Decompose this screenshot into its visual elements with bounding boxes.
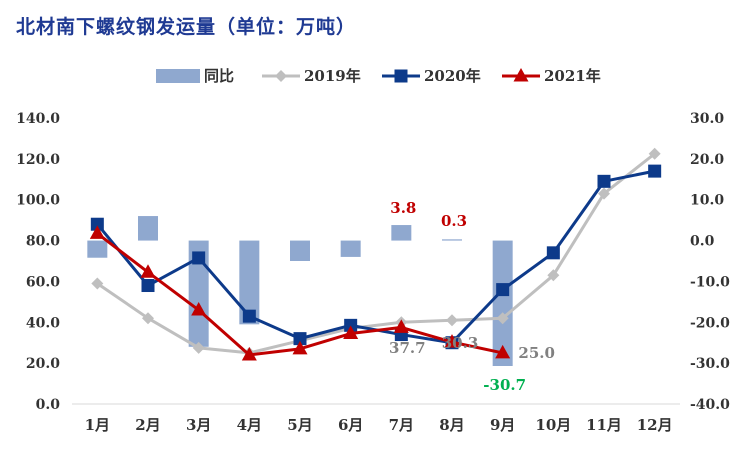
chart-title: 北材南下螺纹钢发运量（单位：万吨）	[16, 16, 357, 38]
legend-marker	[275, 70, 287, 82]
data-point	[91, 277, 104, 290]
right-axis-tick-label: -10.0	[690, 274, 730, 290]
x-axis-tick-label: 5月	[287, 416, 312, 434]
x-axis-tick-label: 2月	[135, 416, 160, 434]
data-point	[191, 302, 207, 316]
data-point	[393, 319, 409, 333]
data-point	[496, 312, 509, 325]
data-label: 25.0	[518, 344, 555, 362]
x-axis-tick-label: 3月	[186, 416, 211, 434]
data-point	[444, 334, 460, 348]
data-label: -30.7	[483, 376, 526, 394]
legend-item: 2020年	[382, 67, 481, 85]
bar	[340, 240, 361, 257]
data-point	[90, 217, 104, 231]
data-point	[648, 164, 662, 178]
data-point	[142, 312, 154, 325]
left-axis-tick-label: 80.0	[26, 234, 60, 250]
right-axis-tick-label: -30.0	[690, 356, 730, 372]
data-label: 0.3	[441, 212, 467, 230]
legend-marker	[513, 68, 529, 82]
left-axis-tick-label: 40.0	[26, 315, 60, 331]
bar	[239, 240, 260, 325]
data-point	[597, 174, 611, 188]
x-axis-tick-label: 1月	[85, 416, 110, 434]
bar	[87, 240, 108, 258]
bar-series	[87, 216, 513, 367]
bar	[290, 240, 310, 261]
bar	[442, 239, 462, 241]
bar	[391, 225, 412, 241]
data-point	[598, 187, 610, 200]
data-point	[192, 341, 205, 354]
right-axis-tick-label: 10.0	[690, 193, 724, 209]
left-axis-tick-label: 120.0	[16, 152, 60, 168]
line-series	[89, 147, 662, 361]
data-point	[546, 246, 560, 260]
right-axis-tick-label: 20.0	[690, 152, 724, 168]
axes: 0.0 20.0 40.0 60.0 80.0 100.0 120.0 140.0 -40.0 -…	[16, 111, 730, 434]
data-point	[242, 309, 256, 323]
series-2020年	[90, 164, 662, 350]
legend-label: 2021年	[544, 67, 601, 85]
annotations: 3.8 0.3 37.7 30.3 25.0 -30.7	[389, 199, 555, 394]
data-label: 30.3	[442, 334, 479, 352]
x-axis-tick-label: 11月	[586, 416, 622, 434]
legend: 同比 2019年 2020年 2021年	[156, 67, 601, 85]
right-axis-tick-label: 0.0	[690, 234, 715, 250]
right-axis-tick-label: 30.0	[690, 111, 724, 127]
data-label: 37.7	[389, 339, 426, 357]
legend-swatch	[156, 69, 200, 83]
legend-item: 同比	[156, 67, 234, 85]
legend-item: 2021年	[502, 67, 601, 85]
bar	[138, 216, 158, 241]
x-axis-tick-label: 8月	[439, 416, 464, 434]
left-axis-tick-label: 0.0	[36, 397, 61, 413]
data-point	[192, 251, 206, 265]
right-axis-tick-label: -40.0	[690, 397, 730, 413]
legend-item: 2019年	[262, 67, 361, 85]
right-axis-tick-label: -20.0	[690, 315, 730, 331]
data-point	[292, 340, 308, 355]
left-axis-tick-label: 20.0	[26, 356, 60, 372]
legend-label: 2019年	[304, 67, 361, 85]
series-line	[96, 152, 656, 355]
legend-label: 2020年	[424, 67, 481, 85]
data-point	[495, 344, 511, 359]
legend-label: 同比	[204, 67, 234, 85]
bar	[492, 240, 513, 367]
series-2019年	[91, 147, 661, 359]
x-axis-tick-label: 12月	[637, 416, 673, 434]
data-point	[344, 318, 358, 332]
left-axis-tick-label: 100.0	[16, 193, 60, 209]
x-axis-tick-label: 4月	[237, 416, 262, 434]
x-axis-tick-label: 6月	[338, 416, 363, 434]
data-point	[293, 332, 307, 346]
x-axis-tick-label: 7月	[389, 416, 414, 434]
left-axis-tick-label: 140.0	[16, 111, 60, 127]
data-point	[648, 147, 661, 160]
data-point	[343, 325, 359, 340]
x-axis-tick-label: 9月	[490, 416, 515, 434]
series-2021年	[89, 225, 511, 361]
data-point	[547, 269, 560, 282]
data-point	[89, 225, 105, 239]
data-point	[446, 314, 458, 327]
left-axis-tick-label: 60.0	[26, 274, 60, 290]
data-point	[496, 283, 510, 297]
data-point	[140, 264, 156, 278]
data-point	[141, 279, 155, 293]
x-axis-tick-label: 10月	[535, 416, 571, 434]
data-point	[241, 346, 257, 361]
series-line	[96, 169, 655, 345]
legend-marker	[394, 69, 408, 83]
data-label: 3.8	[390, 199, 416, 217]
bar	[188, 240, 209, 347]
